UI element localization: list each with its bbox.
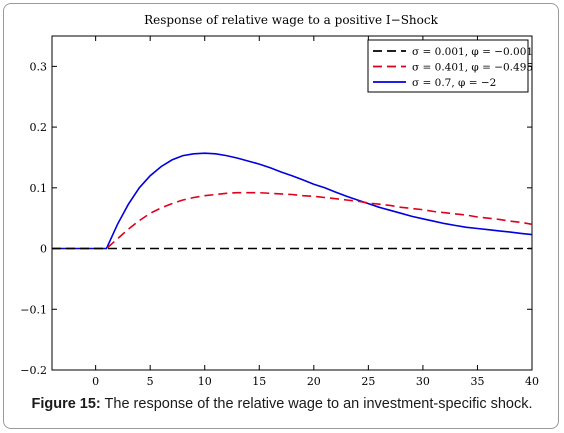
y-tick-label: −0.1 <box>20 303 47 316</box>
y-tick-label: 0.3 <box>30 60 48 73</box>
series-layer <box>52 152 533 250</box>
legend: σ = 0.001, φ = −0.001 σ = 0.401, φ = −0.4… <box>367 39 533 93</box>
series-line-2 <box>52 152 533 250</box>
x-tick-label: 25 <box>361 375 375 388</box>
y-tick-label: 0 <box>40 243 47 256</box>
legend-label-2: σ = 0.7, φ = −2 <box>412 77 496 89</box>
y-tick-label: 0.1 <box>30 182 48 195</box>
caption-text: The response of the relative wage to an … <box>100 396 533 412</box>
axis-ticks: 0 5 10 15 20 25 30 35 40 −0.2 −0.1 0 0.1 0.2 0.3 <box>20 36 539 388</box>
x-tick-label: 40 <box>525 375 539 388</box>
legend-label-1: σ = 0.401, φ = −0.495 <box>412 62 533 74</box>
y-tick-label: 0.2 <box>30 121 48 134</box>
x-tick-label: 5 <box>147 375 154 388</box>
x-tick-label: 30 <box>416 375 430 388</box>
x-tick-label: 15 <box>252 375 266 388</box>
x-tick-label: 0 <box>92 375 99 388</box>
figure-caption: Figure 15: The response of the relative … <box>0 396 564 412</box>
x-tick-label: 35 <box>470 375 484 388</box>
x-tick-label: 20 <box>307 375 321 388</box>
chart-title: Response of relative wage to a positive … <box>144 13 438 27</box>
legend-label-0: σ = 0.001, φ = −0.001 <box>412 46 533 58</box>
series-line-1 <box>52 191 533 250</box>
y-tick-label: −0.2 <box>20 364 47 377</box>
x-tick-label: 10 <box>198 375 212 388</box>
caption-label: Figure 15: <box>31 396 101 412</box>
